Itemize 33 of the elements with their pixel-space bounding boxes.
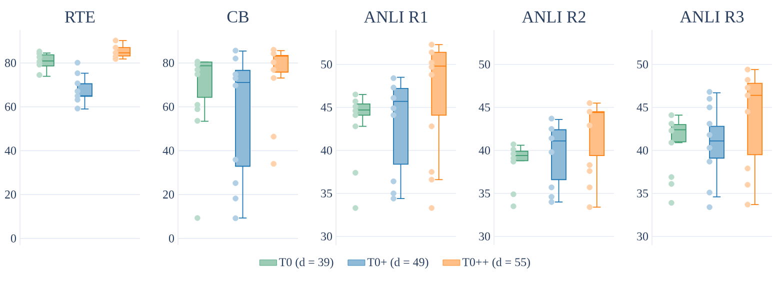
y-tick-label: 20 (163, 190, 174, 199)
y-tick-label: 30 (637, 232, 648, 240)
y-tick-label: 40 (162, 146, 174, 155)
y-tick-label: 40 (320, 146, 332, 154)
y-tick-label: 45 (478, 103, 490, 112)
y-tick-label: 35 (479, 189, 490, 198)
y-tick-label: 60 (163, 102, 174, 111)
y-tick-label: 50 (637, 60, 648, 68)
y-tick-label: 80 (4, 58, 16, 67)
y-tick-label: 40 (636, 146, 648, 154)
y-tick-label: 80 (162, 58, 174, 67)
y-tick-label: 50 (321, 60, 332, 68)
y-tick-label: 0 (168, 234, 174, 242)
y-tick-label: 45 (636, 103, 648, 112)
chart-title: ANLI R2 (522, 11, 586, 22)
chart-title: ANLI R1 (364, 11, 428, 22)
chart-title: CB (227, 11, 248, 23)
y-tick-label: 30 (321, 232, 332, 240)
legend-label: T0 (d = 39) (279, 258, 334, 269)
y-tick-label: 40 (4, 146, 16, 155)
chart-title: ANLI R3 (680, 11, 744, 23)
y-tick-label: 35 (321, 189, 332, 198)
y-tick-label: 35 (637, 189, 648, 198)
y-tick-label: 40 (478, 146, 490, 154)
y-tick-label: 45 (320, 103, 332, 112)
y-tick-label: 30 (479, 232, 490, 240)
legend-label: T0+ (d = 49) (367, 258, 428, 269)
y-tick-label: 0 (10, 234, 16, 242)
y-tick-label: 50 (479, 60, 490, 68)
y-tick-label: 20 (5, 190, 16, 199)
chart-title: RTE (65, 11, 95, 23)
y-tick-label: 60 (5, 102, 16, 111)
legend-label: T0++ (d = 55) (462, 258, 530, 269)
